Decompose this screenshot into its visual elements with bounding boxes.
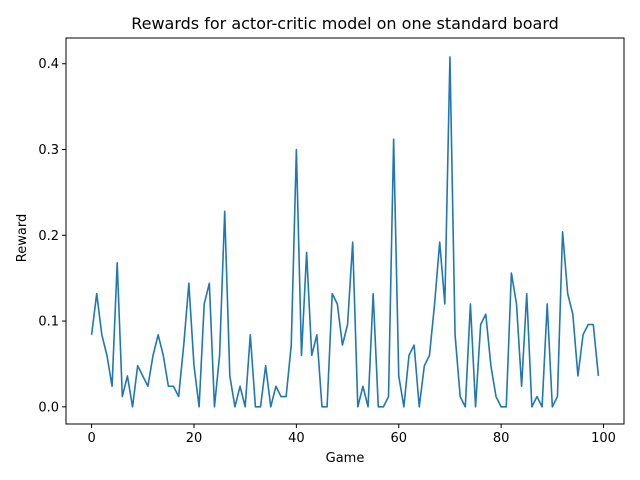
y-tick-label: 0.0	[38, 400, 59, 415]
x-axis-label: Game	[326, 451, 365, 466]
x-tick-label: 20	[186, 431, 203, 446]
x-tick-label: 100	[591, 431, 616, 446]
y-axis-label: Reward	[15, 214, 30, 262]
x-tick-label: 60	[390, 431, 407, 446]
y-tick-label: 0.2	[38, 229, 59, 244]
x-axis-ticks: 0 20 40 60 80 100	[87, 424, 616, 446]
y-tick-label: 0.1	[38, 315, 59, 330]
x-tick-label: 0	[87, 431, 95, 446]
x-tick-label: 80	[493, 431, 510, 446]
plot-area	[90, 56, 600, 408]
chart-title: Rewards for actor-critic model on one st…	[131, 14, 559, 33]
x-tick-label: 40	[288, 431, 305, 446]
axes-frame	[65, 37, 625, 425]
y-axis-ticks: 0.0 0.1 0.2 0.3 0.4	[38, 57, 66, 415]
y-tick-label: 0.4	[38, 57, 59, 72]
series-line-0	[90, 56, 600, 408]
y-tick-label: 0.3	[38, 143, 59, 158]
